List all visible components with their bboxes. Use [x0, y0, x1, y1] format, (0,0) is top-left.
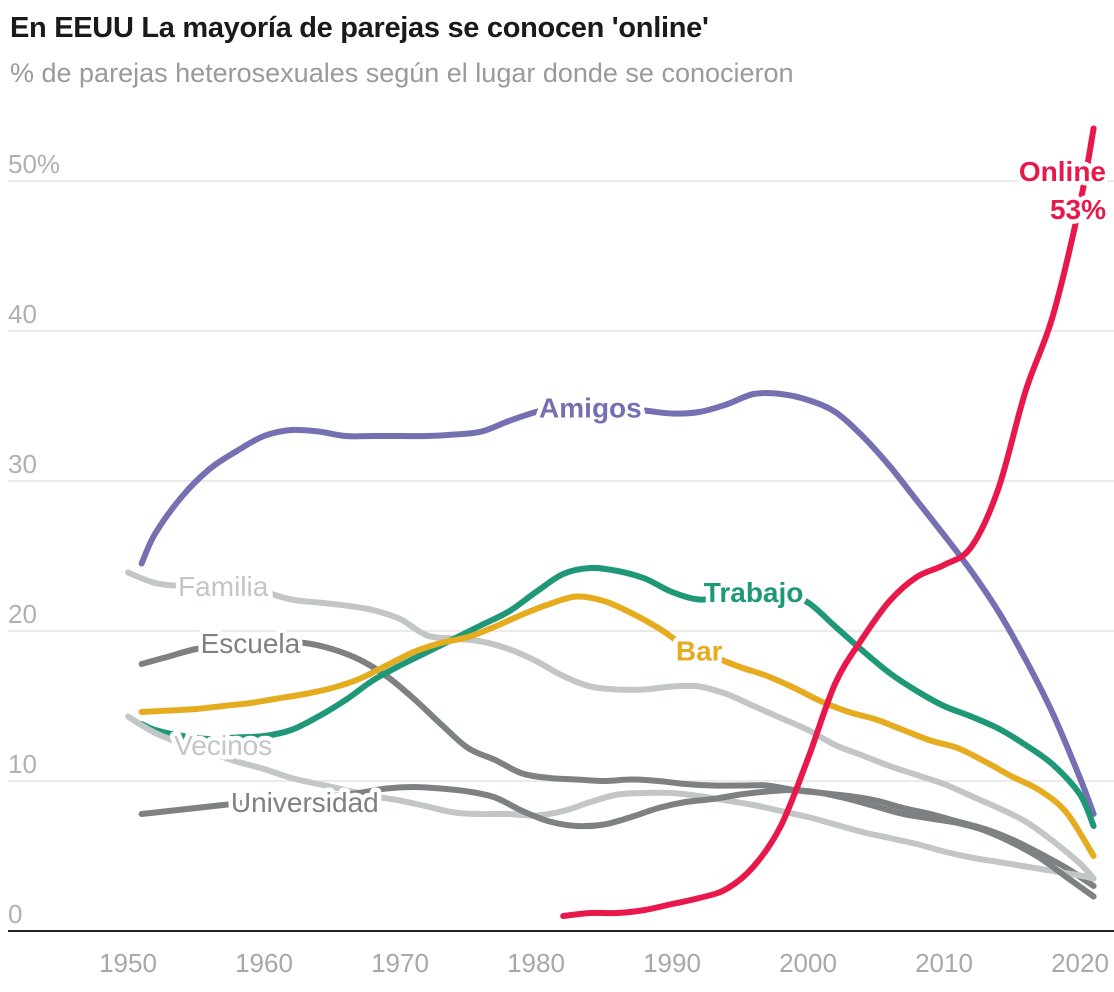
- series-label-online: Online: [1019, 156, 1106, 187]
- y-tick-label-50: 50%: [8, 149, 60, 179]
- y-tick-label-20: 20: [8, 599, 37, 629]
- series-label-vecinos: Vecinos: [174, 730, 272, 761]
- series-value-label-online: 53%: [1050, 194, 1106, 225]
- x-tick-label-1990: 1990: [643, 948, 701, 978]
- x-tick-label-1980: 1980: [507, 948, 565, 978]
- series-label-familia: Familia: [178, 571, 269, 602]
- chart-subtitle: % de parejas heterosexuales según el lug…: [10, 58, 794, 88]
- series-labels: Amigos Familia Escuela Trabajo Bar Vecinos Uni…: [170, 152, 1111, 823]
- x-axis: 1950 1960 1970 1980 1990 2000 2010 2020: [99, 948, 1109, 978]
- y-axis: 0 10 20 30 40 50%: [8, 149, 60, 929]
- x-tick-label-2000: 2000: [779, 948, 837, 978]
- series-line-escuela: [138, 639, 1097, 889]
- series-label-universidad: Universidad: [231, 787, 379, 818]
- series-label-amigos: Amigos: [539, 393, 642, 424]
- series-label-escuela: Escuela: [201, 628, 301, 659]
- series-line-universidad: [138, 784, 1097, 900]
- y-tick-label-40: 40: [8, 299, 37, 329]
- x-tick-label-1960: 1960: [235, 948, 293, 978]
- series-line-familia: [125, 569, 1097, 882]
- series-line-online: [560, 125, 1097, 919]
- gridlines: [8, 180, 1114, 932]
- series-line-trabajo: [138, 564, 1097, 829]
- series-lines: [125, 125, 1097, 919]
- chart-title: En EEUU La mayoría de parejas se conocen…: [10, 12, 709, 44]
- y-tick-label-30: 30: [8, 449, 37, 479]
- series-line-vecinos: [125, 713, 1097, 882]
- series-line-bar: [138, 593, 1097, 859]
- x-tick-label-1970: 1970: [371, 948, 429, 978]
- x-tick-label-2020: 2020: [1051, 948, 1109, 978]
- y-tick-label-10: 10: [8, 749, 37, 779]
- x-tick-label-2010: 2010: [915, 948, 973, 978]
- y-tick-label-0: 0: [8, 899, 22, 929]
- x-tick-label-1950: 1950: [99, 948, 157, 978]
- series-line-amigos: [138, 389, 1097, 817]
- series-label-trabajo: Trabajo: [704, 577, 804, 608]
- series-label-bar: Bar: [676, 636, 723, 667]
